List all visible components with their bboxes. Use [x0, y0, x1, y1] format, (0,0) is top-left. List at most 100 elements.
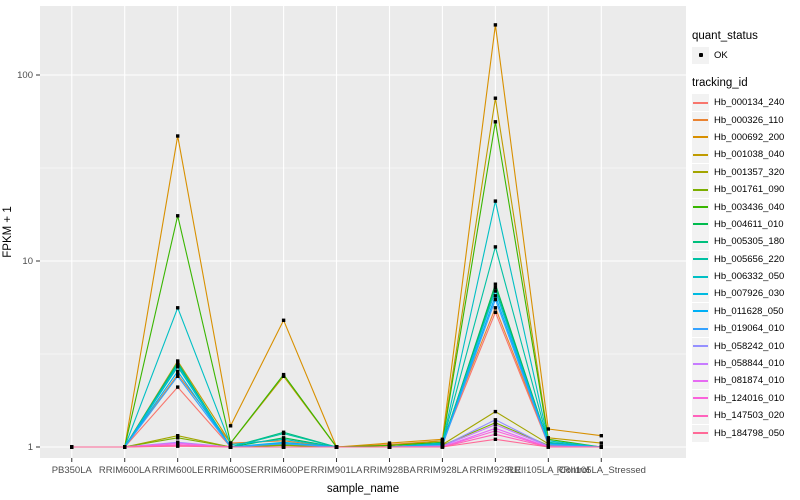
legend-item-Hb_001357_320: Hb_001357_320	[692, 163, 800, 181]
data-point-Hb_005305_180-RRIM600LE	[176, 360, 180, 365]
data-point-Hb_058242_010-RRIM928LE	[493, 418, 498, 422]
line-swatch-icon	[693, 136, 708, 139]
line-swatch-icon	[693, 275, 708, 278]
legend-item-label: Hb_147503_020	[714, 410, 785, 422]
line-swatch-icon	[693, 153, 708, 156]
x-tick-label-RRIM928BA: RRIM928BA	[363, 465, 416, 476]
legend-key-swatch	[692, 389, 709, 407]
y-axis-title: FPKM + 1	[2, 206, 14, 258]
legend-item-Hb_124016_010: Hb_124016_010	[692, 389, 800, 407]
legend-item-Hb_000326_110: Hb_000326_110	[692, 111, 800, 129]
legend-item-label: Hb_011628_050	[714, 305, 784, 317]
data-point-Hb_184798_050-RRIM901LA	[334, 445, 339, 449]
line-swatch-icon	[693, 206, 708, 209]
data-point-Hb_001357_320-RRIM928LE	[493, 409, 498, 414]
legend-key-swatch	[692, 250, 709, 268]
legend-key-swatch	[692, 407, 709, 425]
data-point-Hb_000134_240-RRIM928LE	[493, 310, 498, 314]
legend-key-swatch	[692, 163, 709, 181]
line-swatch-icon	[693, 397, 708, 400]
data-point-Hb_019064_010-RRIM600LE	[176, 374, 180, 378]
data-point-Hb_184798_050-RRIM600PE	[281, 445, 286, 449]
y-tick-label-10: 10	[22, 256, 33, 267]
data-point-Hb_184798_050-PB350LA	[70, 445, 74, 449]
legend-key-swatch	[692, 320, 709, 338]
data-point-Hb_058844_010-RRIM928LE	[493, 422, 498, 427]
data-point-Hb_000326_110-RRIM928LE	[493, 306, 498, 310]
legend-key-swatch	[692, 198, 709, 216]
data-point-Hb_000692_200-RRII105LA_Control	[546, 427, 550, 431]
legend-item-Hb_000692_200: Hb_000692_200	[692, 128, 800, 146]
legend-item-label: Hb_007926_030	[714, 288, 785, 300]
legend-item-Hb_058242_010: Hb_058242_010	[692, 337, 800, 355]
data-point-Hb_001357_320-RRIM600LE	[176, 434, 180, 438]
data-point-Hb_184798_050-RRIM928BA	[387, 445, 392, 449]
legend-item-Hb_000134_240: Hb_000134_240	[692, 94, 800, 112]
line-swatch-icon	[693, 101, 708, 104]
data-point-Hb_007926_030-RRIM600LE	[176, 363, 180, 367]
data-point-Hb_184798_050-RRIM928LE	[493, 437, 498, 441]
line-swatch-icon	[693, 327, 708, 330]
line-swatch-icon	[693, 432, 708, 435]
legend-key-swatch	[692, 372, 709, 390]
data-point-Hb_011628_050-RRIM600LE	[176, 369, 180, 374]
legend-item-label: Hb_058242_010	[714, 340, 785, 352]
legend-item-label: Hb_005656_220	[714, 253, 785, 265]
data-point-Hb_006332_050-RRII105LA_Control	[546, 439, 550, 443]
line-swatch-icon	[693, 292, 708, 295]
legend-key-swatch	[692, 268, 709, 286]
legend-title-quant-status: quant_status	[692, 30, 758, 42]
legend-item-Hb_003436_040: Hb_003436_040	[692, 198, 800, 216]
legend-item-Hb_005656_220: Hb_005656_220	[692, 250, 800, 268]
legend-key-swatch	[692, 128, 709, 146]
x-tick-label-RRII105LA_Stressed: RRII105LA_Stressed	[557, 465, 646, 476]
legend-item-label: Hb_000326_110	[714, 114, 784, 126]
legend-key-ok	[692, 46, 709, 64]
x-tick-label-RRIM928LE: RRIM928LE	[470, 465, 522, 476]
legend-item-Hb_005305_180: Hb_005305_180	[692, 233, 800, 251]
legend-item-ok: OK	[692, 46, 800, 64]
line-swatch-icon	[693, 362, 708, 365]
legend-item-Hb_006332_050: Hb_006332_050	[692, 268, 800, 286]
data-point-Hb_000692_200-RRIM928BA	[387, 441, 392, 445]
data-point-Hb_006332_050-RRIM600LE	[176, 306, 180, 310]
line-swatch-icon	[693, 258, 708, 261]
data-point-Hb_005305_180-RRIM928LE	[493, 285, 498, 290]
data-point-Hb_000692_200-RRIM600SE	[228, 424, 233, 428]
data-point-Hb_005656_220-RRIM928LE	[493, 245, 498, 249]
data-point-Hb_011628_050-RRIM928LE	[493, 294, 498, 298]
legend-item-label: Hb_184798_050	[714, 427, 785, 439]
legend-key-swatch	[692, 146, 709, 164]
line-swatch-icon	[693, 171, 708, 174]
data-point-Hb_000134_240-RRIM600LE	[176, 385, 180, 389]
x-tick-label-RRIM600SE: RRIM600SE	[204, 465, 257, 476]
line-swatch-icon	[693, 223, 708, 226]
data-point-Hb_001038_040-RRII105LA_Stressed	[599, 441, 603, 445]
data-point-Hb_001038_040-RRIM928LE	[493, 96, 498, 100]
line-swatch-icon	[693, 379, 708, 382]
x-tick-label-RRIM600PE: RRIM600PE	[257, 465, 310, 476]
legend-key-swatch	[692, 285, 709, 303]
y-tick-label-100: 100	[17, 70, 33, 81]
line-swatch-icon	[693, 188, 708, 191]
legend-tracking-items: Hb_000134_240 Hb_000326_110 Hb_000692_200 H…	[692, 94, 800, 442]
legend-item-label: Hb_004611_010	[714, 218, 784, 230]
legend-key-swatch	[692, 215, 709, 233]
data-point-Hb_000692_200-RRIM928LE	[493, 23, 498, 27]
data-point-Hb_006332_050-RRIM600PE	[281, 437, 286, 441]
data-point-Hb_000692_200-RRIM600PE	[281, 318, 286, 322]
data-point-Hb_003436_040-RRIM928LE	[493, 120, 498, 124]
legend-item-Hb_147503_020: Hb_147503_020	[692, 407, 800, 425]
legend-item-label: Hb_006332_050	[714, 271, 785, 283]
legend-item-label: Hb_001038_040	[714, 149, 785, 161]
data-point-Hb_007926_030-RRIM928LE	[493, 289, 498, 293]
legend-key-swatch	[692, 424, 709, 442]
point-marker-icon	[698, 53, 703, 57]
data-point-Hb_019064_010-RRIM600PE	[281, 442, 286, 446]
data-point-Hb_184798_050-RRII105LA_Control	[546, 445, 550, 449]
legend-key-swatch	[692, 233, 709, 251]
y-tick-label-1: 1	[28, 442, 33, 453]
legend-key-swatch	[692, 337, 709, 355]
legend-key-swatch	[692, 94, 709, 112]
